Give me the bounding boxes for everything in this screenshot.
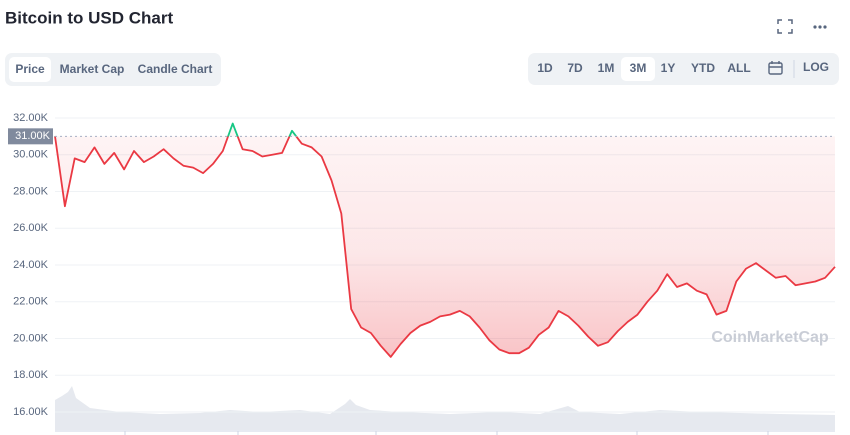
y-tick-label: 20.00K [13,332,49,344]
range-button[interactable]: YTD [691,61,715,75]
page-title: Bitcoin to USD Chart [5,8,173,27]
range-active [621,57,655,81]
range-button[interactable]: 7D [567,61,583,75]
price-area [55,123,835,357]
tab-button[interactable]: Market Cap [60,62,125,76]
tab-button[interactable]: Price [15,62,45,76]
calendar-icon[interactable] [768,61,783,75]
y-tick-label: 26.00K [13,222,49,234]
more-icon[interactable] [813,25,827,29]
y-tick-label: 18.00K [13,369,49,381]
y-tick-label: 30.00K [13,149,49,161]
y-tick-label: 16.00K [13,406,49,418]
reference-label: 31.00K [15,130,51,142]
reference-label-bg [8,128,53,145]
range-button[interactable]: 1D [537,61,553,75]
range-button[interactable]: ALL [727,61,750,75]
x-axis-ticks [124,431,769,435]
tab-active [9,57,51,82]
range-group [528,53,839,85]
expand-icon[interactable] [777,19,793,34]
volume-area [55,386,835,430]
watermark: CoinMarketCap [711,329,829,346]
tab-group [5,53,221,86]
y-tick-label: 22.00K [13,296,49,308]
range-button[interactable]: 3M [630,61,647,75]
y-tick-label: 28.00K [13,185,49,197]
log-button[interactable]: LOG [803,60,829,74]
range-button[interactable]: 1M [598,61,615,75]
price-line [54,122,836,358]
y-tick-label: 24.00K [13,259,49,271]
tab-button[interactable]: Candle Chart [138,62,213,76]
range-button[interactable]: 1Y [661,61,676,75]
y-tick-label: 32.00K [13,112,49,124]
